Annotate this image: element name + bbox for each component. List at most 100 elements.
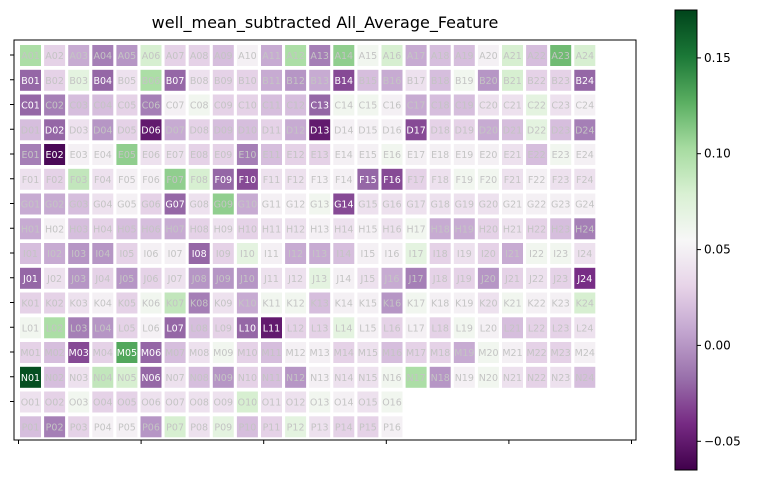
- well-label-K11: K11: [262, 299, 280, 310]
- well-label-L16: L16: [383, 323, 400, 334]
- well-label-F13: F13: [311, 175, 329, 186]
- heatmap-cell-G14: [333, 193, 355, 215]
- heatmap-cell-B10: [236, 69, 258, 91]
- heatmap-cell-B05: [116, 69, 138, 91]
- well-label-B20: B20: [479, 76, 498, 87]
- heatmap-cell-G01: [20, 193, 41, 215]
- heatmap-cell-D14: [333, 119, 355, 141]
- heatmap-cell-C03: [68, 94, 90, 116]
- well-label-I07: I07: [168, 249, 183, 260]
- heatmap-cell-D15: [357, 119, 379, 141]
- well-label-I08: I08: [192, 249, 207, 260]
- well-label-D17: D17: [406, 125, 425, 136]
- heatmap-cell-C06: [140, 94, 162, 116]
- well-label-N17: N17: [406, 373, 425, 384]
- heatmap-cell-K11: [261, 292, 282, 314]
- heatmap-cell-B17: [405, 69, 427, 91]
- well-label-D23: D23: [551, 125, 570, 136]
- heatmap-cell-C11: [261, 94, 282, 116]
- heatmap-cell-K10: [236, 292, 258, 314]
- well-label-F14: F14: [335, 175, 353, 186]
- heatmap-cell-D04: [92, 119, 114, 141]
- well-label-L17: L17: [407, 323, 424, 334]
- heatmap-cell-L15: [357, 317, 379, 339]
- well-label-I19: I19: [457, 249, 472, 260]
- well-label-P05: P05: [118, 422, 136, 433]
- heatmap-cell-P04: [92, 416, 114, 438]
- well-label-B09: B09: [214, 76, 233, 87]
- heatmap-cell-C18: [429, 94, 451, 116]
- well-label-I23: I23: [553, 249, 568, 260]
- heatmap-cell-O11: [261, 391, 282, 413]
- heatmap-cell-E05: [116, 144, 138, 165]
- heatmap-cell-N15: [357, 366, 379, 388]
- well-label-G03: G03: [69, 200, 88, 211]
- heatmap-cell-F13: [309, 168, 331, 190]
- well-label-I01: I01: [23, 249, 38, 260]
- well-label-J23: J23: [552, 274, 568, 285]
- well-label-L03: L03: [70, 323, 87, 334]
- heatmap-cell-D11: [261, 119, 282, 141]
- heatmap-cell-B15: [357, 69, 379, 91]
- well-label-C24: C24: [575, 101, 594, 112]
- well-label-N15: N15: [358, 373, 377, 384]
- well-label-H06: H06: [141, 224, 160, 235]
- well-label-A04: A04: [94, 51, 113, 62]
- well-label-L23: L23: [552, 323, 569, 334]
- heatmap-cell-E16: [381, 144, 403, 165]
- heatmap-cell-E03: [68, 144, 90, 165]
- heatmap-cell-H24: [574, 218, 596, 240]
- well-label-A19: A19: [455, 51, 474, 62]
- well-label-N24: N24: [575, 373, 594, 384]
- well-label-H09: H09: [214, 224, 233, 235]
- well-label-N01: N01: [21, 373, 40, 384]
- heatmap-cell-I14: [333, 243, 355, 264]
- heatmap-cell-A07: [164, 45, 186, 66]
- well-label-M22: M22: [526, 348, 546, 359]
- well-label-I15: I15: [360, 249, 375, 260]
- well-label-K24: K24: [576, 299, 594, 310]
- heatmap-cell-I13: [309, 243, 331, 264]
- heatmap-cell-B20: [477, 69, 499, 91]
- well-label-C05: C05: [118, 101, 137, 112]
- well-label-L21: L21: [504, 323, 521, 334]
- heatmap-cell-G13: [309, 193, 331, 215]
- well-label-G13: G13: [310, 200, 329, 211]
- heatmap-cell-M05: [116, 342, 138, 363]
- heatmap-cell-L14: [333, 317, 355, 339]
- well-label-E05: E05: [118, 150, 136, 161]
- heatmap-cell-P11: [261, 416, 282, 438]
- well-label-H01: H01: [21, 224, 40, 235]
- heatmap-cell-N01: [20, 366, 41, 388]
- heatmap-cell-J10: [236, 267, 258, 289]
- well-label-I14: I14: [336, 249, 351, 260]
- well-label-E15: E15: [359, 150, 377, 161]
- well-label-A10: A10: [238, 51, 257, 62]
- well-label-N11: N11: [262, 373, 281, 384]
- well-label-G24: G24: [575, 200, 594, 211]
- well-label-O12: O12: [286, 398, 306, 409]
- well-label-O13: O13: [310, 398, 330, 409]
- heatmap-cell-I08: [188, 243, 210, 264]
- heatmap-cell-F22: [526, 168, 548, 190]
- well-label-H15: H15: [358, 224, 377, 235]
- well-label-E09: E09: [214, 150, 232, 161]
- heatmap-cell-J23: [550, 267, 572, 289]
- heatmap-cell-G18: [429, 193, 451, 215]
- heatmap-cell-F09: [212, 168, 234, 190]
- heatmap-cell-K24: [574, 292, 596, 314]
- heatmap-cell-D19: [453, 119, 475, 141]
- well-label-H03: H03: [69, 224, 88, 235]
- heatmap-cell-L20: [477, 317, 499, 339]
- heatmap-cell-P07: [164, 416, 186, 438]
- heatmap-cell-H02: [44, 218, 66, 240]
- heatmap-cell-P16: [381, 416, 403, 438]
- well-label-A24: A24: [576, 51, 595, 62]
- well-label-H12: H12: [286, 224, 305, 235]
- heatmap-cell-I16: [381, 243, 403, 264]
- heatmap-cell-G04: [92, 193, 114, 215]
- well-label-P03: P03: [70, 422, 88, 433]
- colorbar-tick-label: 0.05: [704, 243, 731, 257]
- heatmap-cell-A17: [405, 45, 427, 66]
- heatmap-cell-I20: [477, 243, 499, 264]
